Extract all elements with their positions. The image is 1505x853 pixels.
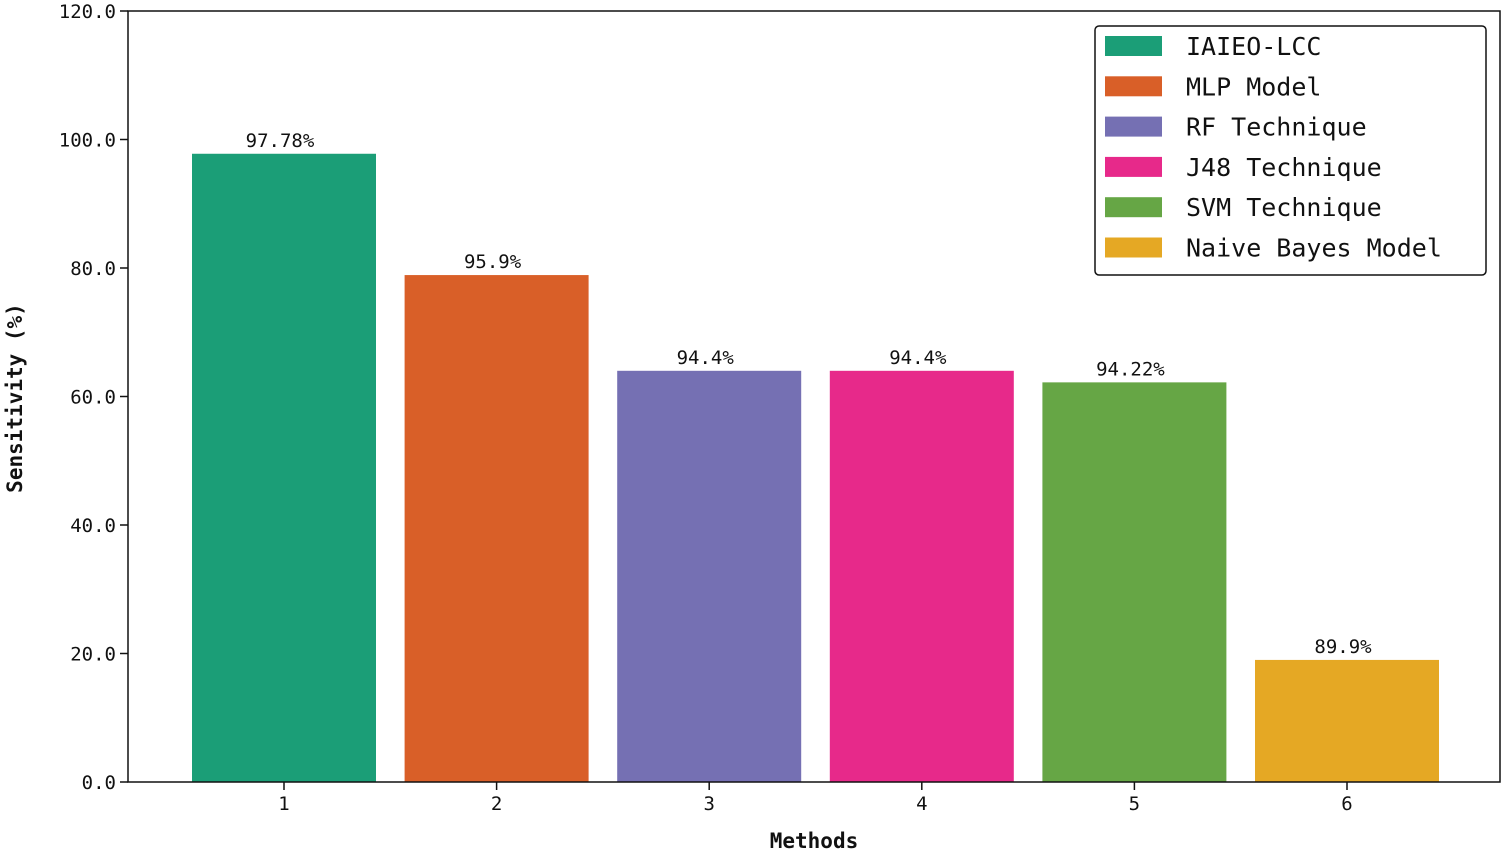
legend-label: Naive Bayes Model [1186, 234, 1442, 263]
y-tick-label: 0.0 [82, 772, 116, 794]
legend-swatch [1105, 116, 1162, 137]
bar-6 [1255, 659, 1439, 782]
legend-label: MLP Model [1186, 72, 1321, 101]
y-tick-label: 120.0 [59, 1, 116, 23]
x-tick-label: 4 [916, 793, 927, 815]
legend-label: J48 Technique [1186, 153, 1382, 182]
bar-value-label-2: 95.9% [464, 251, 522, 273]
bar-value-label-4: 94.4% [889, 347, 947, 369]
data-labels-group: 97.78% 95.9% 94.4% 94.4% 94.22% 89.9% [246, 130, 1372, 658]
legend-swatch [1105, 36, 1162, 56]
y-tick-label: 60.0 [70, 387, 116, 409]
bars-group [192, 153, 1439, 783]
bar-4 [829, 370, 1014, 782]
y-tick-label: 20.0 [70, 644, 116, 666]
bar-value-label-1: 97.78% [246, 130, 315, 152]
x-tick-label: 5 [1129, 793, 1140, 815]
legend-label: SVM Technique [1186, 193, 1382, 222]
x-tick-label: 2 [491, 793, 502, 815]
x-axis: 1 2 3 4 5 6 [278, 782, 1353, 815]
legend-frame [1094, 25, 1487, 276]
x-tick-label: 6 [1341, 793, 1352, 815]
legend-swatch [1105, 156, 1162, 177]
bar-1 [192, 153, 376, 783]
bar-value-label-5: 94.22% [1096, 358, 1165, 380]
x-tick-label: 3 [703, 793, 714, 815]
legend-label: IAIEO-LCC [1186, 32, 1321, 61]
x-axis-title: Methods [770, 829, 859, 853]
legend-label: RF Technique [1186, 113, 1367, 142]
bar-5 [1042, 382, 1227, 782]
bar-2 [404, 275, 589, 782]
legend-swatch [1105, 237, 1162, 258]
legend: IAIEO-LCC MLP Model RF Technique J48 Techni… [1094, 25, 1487, 276]
y-axis-title: Sensitivity (%) [3, 303, 27, 493]
bar-value-label-6: 89.9% [1314, 636, 1372, 658]
y-axis: 0.0 20.0 40.0 60.0 80.0 100.0 120.0 [59, 1, 128, 794]
legend-swatch [1105, 197, 1162, 218]
y-tick-label: 100.0 [59, 130, 116, 152]
legend-swatch [1105, 76, 1162, 97]
y-tick-label: 80.0 [70, 258, 116, 280]
y-tick-label: 40.0 [70, 515, 116, 537]
bar-3 [617, 370, 802, 782]
x-tick-label: 1 [278, 793, 289, 815]
bar-value-label-3: 94.4% [677, 347, 735, 369]
